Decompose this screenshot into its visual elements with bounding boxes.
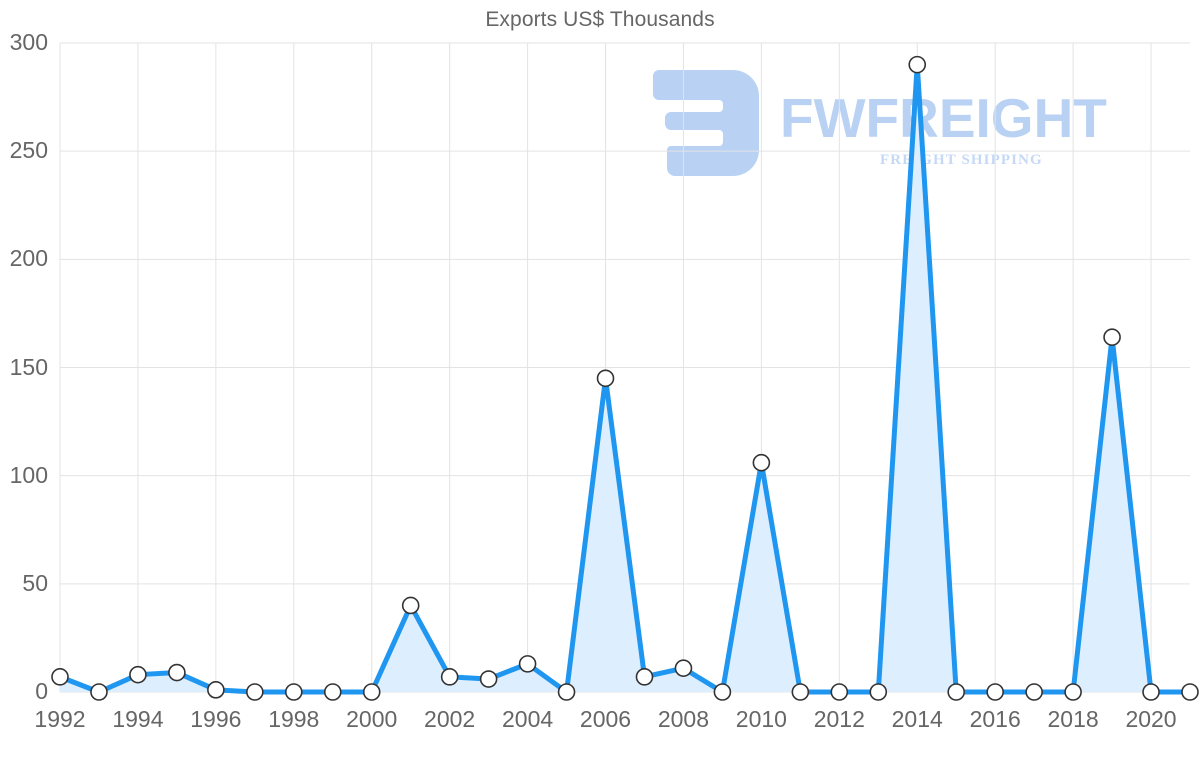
data-point-marker[interactable] xyxy=(1142,683,1160,701)
y-axis-tick-label: 150 xyxy=(9,353,48,380)
data-point-marker[interactable] xyxy=(1025,683,1043,701)
data-point-marker[interactable] xyxy=(1181,683,1199,701)
x-axis-tick-label: 2006 xyxy=(579,706,632,732)
data-point-marker[interactable] xyxy=(869,683,888,701)
data-point-marker[interactable] xyxy=(908,55,927,74)
data-point-marker[interactable] xyxy=(557,683,576,701)
y-axis-tick-label: 200 xyxy=(9,245,48,272)
data-point-marker[interactable] xyxy=(674,659,693,678)
x-axis-tick-label: 1992 xyxy=(34,706,86,732)
data-point-marker[interactable] xyxy=(246,683,264,701)
data-point-marker[interactable] xyxy=(284,683,303,701)
data-point-marker[interactable] xyxy=(401,596,420,615)
y-axis-tick-label: 50 xyxy=(22,569,48,596)
x-axis-tick-label: 2014 xyxy=(891,706,943,732)
x-axis-tick-label: 2004 xyxy=(501,706,554,732)
data-point-marker[interactable] xyxy=(713,683,732,701)
data-point-marker[interactable] xyxy=(168,663,186,682)
x-axis-tick-label: 2000 xyxy=(346,706,398,732)
y-axis-tick-label: 100 xyxy=(9,461,48,488)
x-axis-tick-label: 1996 xyxy=(190,706,242,732)
data-point-marker[interactable] xyxy=(362,683,381,701)
data-point-marker[interactable] xyxy=(986,683,1004,701)
data-point-marker[interactable] xyxy=(440,668,459,686)
chart-title: Exports US$ Thousands xyxy=(485,8,715,31)
series-area-fill xyxy=(60,64,1190,692)
data-point-marker[interactable] xyxy=(752,453,771,472)
data-point-marker[interactable] xyxy=(635,668,654,686)
series-markers xyxy=(51,55,1199,701)
data-point-marker[interactable] xyxy=(791,683,810,701)
data-point-marker[interactable] xyxy=(947,683,966,701)
x-axis-tick-label: 2010 xyxy=(735,706,787,732)
data-point-marker[interactable] xyxy=(596,369,615,388)
x-axis-tick-label: 2008 xyxy=(657,706,710,732)
data-point-marker[interactable] xyxy=(323,683,342,701)
data-point-marker[interactable] xyxy=(1064,683,1082,701)
y-axis-tick-label: 250 xyxy=(9,137,48,164)
x-axis-tick-label: 2002 xyxy=(424,706,476,732)
data-point-marker[interactable] xyxy=(207,681,225,699)
x-axis-tick-label: 2012 xyxy=(813,706,865,732)
data-point-marker[interactable] xyxy=(1103,328,1121,347)
y-axis-tick-label: 300 xyxy=(9,29,48,55)
x-axis-tick-label: 2018 xyxy=(1047,706,1099,732)
data-point-marker[interactable] xyxy=(830,683,849,701)
data-point-marker[interactable] xyxy=(90,683,108,701)
x-axis-tick-label: 2020 xyxy=(1125,706,1177,732)
data-point-marker[interactable] xyxy=(129,665,147,684)
x-axis-tick-label: 2016 xyxy=(969,706,1021,732)
y-axis-tick-label: 0 xyxy=(35,678,48,704)
data-point-marker[interactable] xyxy=(518,655,537,673)
x-axis-tick-label: 1998 xyxy=(268,706,320,732)
data-point-marker[interactable] xyxy=(479,670,498,688)
data-point-marker[interactable] xyxy=(51,668,69,686)
x-axis-tick-label: 1994 xyxy=(112,706,164,732)
